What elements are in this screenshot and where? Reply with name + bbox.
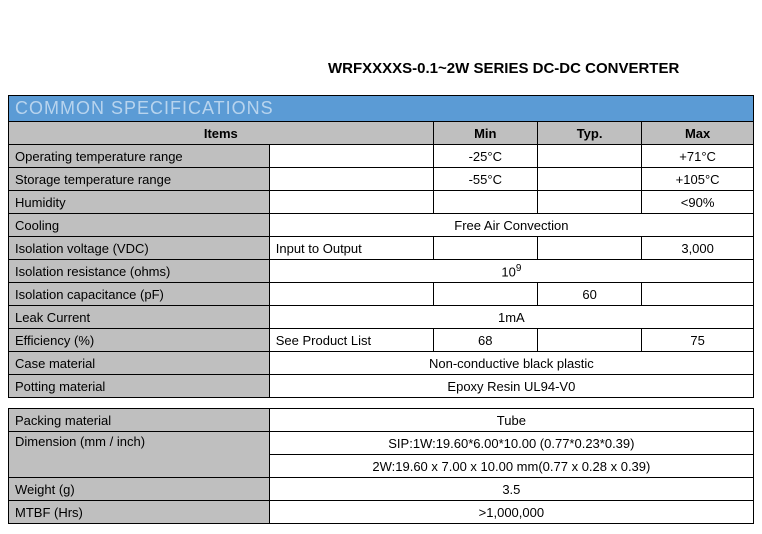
row-value: Epoxy Resin UL94-V0 [269, 375, 753, 398]
row-value: Non-conductive black plastic [269, 352, 753, 375]
col-min: Min [433, 122, 537, 145]
table-row: Case material Non-conductive black plast… [9, 352, 754, 375]
spec-table-secondary: Packing material Tube Dimension (mm / in… [8, 408, 754, 524]
row-note: See Product List [269, 329, 433, 352]
row-label: Storage temperature range [9, 168, 270, 191]
col-max: Max [642, 122, 754, 145]
section-header-row: COMMON SPECIFICATIONS [9, 96, 754, 122]
row-label: Weight (g) [9, 478, 270, 501]
row-label: Potting material [9, 375, 270, 398]
column-header-row: Items Min Typ. Max [9, 122, 754, 145]
table-row: Cooling Free Air Convection [9, 214, 754, 237]
table-row: Operating temperature range -25°C +71°C [9, 145, 754, 168]
page-title: WRFXXXXS-0.1~2W SERIES DC-DC CONVERTER [328, 60, 754, 77]
row-typ: 60 [537, 283, 641, 306]
datasheet-page: WRFXXXXS-0.1~2W SERIES DC-DC CONVERTER C… [0, 0, 762, 524]
row-max: <90% [642, 191, 754, 214]
table-row: Leak Current 1mA [9, 306, 754, 329]
row-value: 1mA [269, 306, 753, 329]
col-typ: Typ. [537, 122, 641, 145]
row-label: MTBF (Hrs) [9, 501, 270, 524]
row-note [269, 145, 433, 168]
row-label: Cooling [9, 214, 270, 237]
table-row: Potting material Epoxy Resin UL94-V0 [9, 375, 754, 398]
table-row: Weight (g) 3.5 [9, 478, 754, 501]
row-label: Isolation capacitance (pF) [9, 283, 270, 306]
table-row: Isolation voltage (VDC) Input to Output … [9, 237, 754, 260]
row-value: SIP:1W:19.60*6.00*10.00 (0.77*0.23*0.39) [269, 432, 753, 455]
row-label: Packing material [9, 409, 270, 432]
spec-table-main: COMMON SPECIFICATIONS Items Min Typ. Max… [8, 95, 754, 398]
row-value: 2W:19.60 x 7.00 x 10.00 mm(0.77 x 0.28 x… [269, 455, 753, 478]
row-label: Case material [9, 352, 270, 375]
row-min: -25°C [433, 145, 537, 168]
row-typ [537, 145, 641, 168]
row-max: +71°C [642, 145, 754, 168]
row-label: Isolation resistance (ohms) [9, 260, 270, 283]
row-max: 3,000 [642, 237, 754, 260]
row-note: Input to Output [269, 237, 433, 260]
row-value: 109 [269, 260, 753, 283]
row-label: Humidity [9, 191, 270, 214]
row-value: >1,000,000 [269, 501, 753, 524]
row-value: Tube [269, 409, 753, 432]
row-label: Isolation voltage (VDC) [9, 237, 270, 260]
table-row: MTBF (Hrs) >1,000,000 [9, 501, 754, 524]
table-gap [8, 398, 754, 408]
row-min: -55°C [433, 168, 537, 191]
table-row: Packing material Tube [9, 409, 754, 432]
row-value: 3.5 [269, 478, 753, 501]
table-row: Storage temperature range -55°C +105°C [9, 168, 754, 191]
row-max: 75 [642, 329, 754, 352]
table-row: Efficiency (%) See Product List 68 75 [9, 329, 754, 352]
row-min: 68 [433, 329, 537, 352]
table-row: Dimension (mm / inch) SIP:1W:19.60*6.00*… [9, 432, 754, 455]
table-row: Isolation capacitance (pF) 60 [9, 283, 754, 306]
table-row: Humidity <90% [9, 191, 754, 214]
row-label: Leak Current [9, 306, 270, 329]
row-label: Dimension (mm / inch) [9, 432, 270, 478]
row-label: Efficiency (%) [9, 329, 270, 352]
row-value: Free Air Convection [269, 214, 753, 237]
row-label: Operating temperature range [9, 145, 270, 168]
row-max: +105°C [642, 168, 754, 191]
table-row: Isolation resistance (ohms) 109 [9, 260, 754, 283]
col-items: Items [9, 122, 434, 145]
section-title: COMMON SPECIFICATIONS [9, 96, 754, 122]
